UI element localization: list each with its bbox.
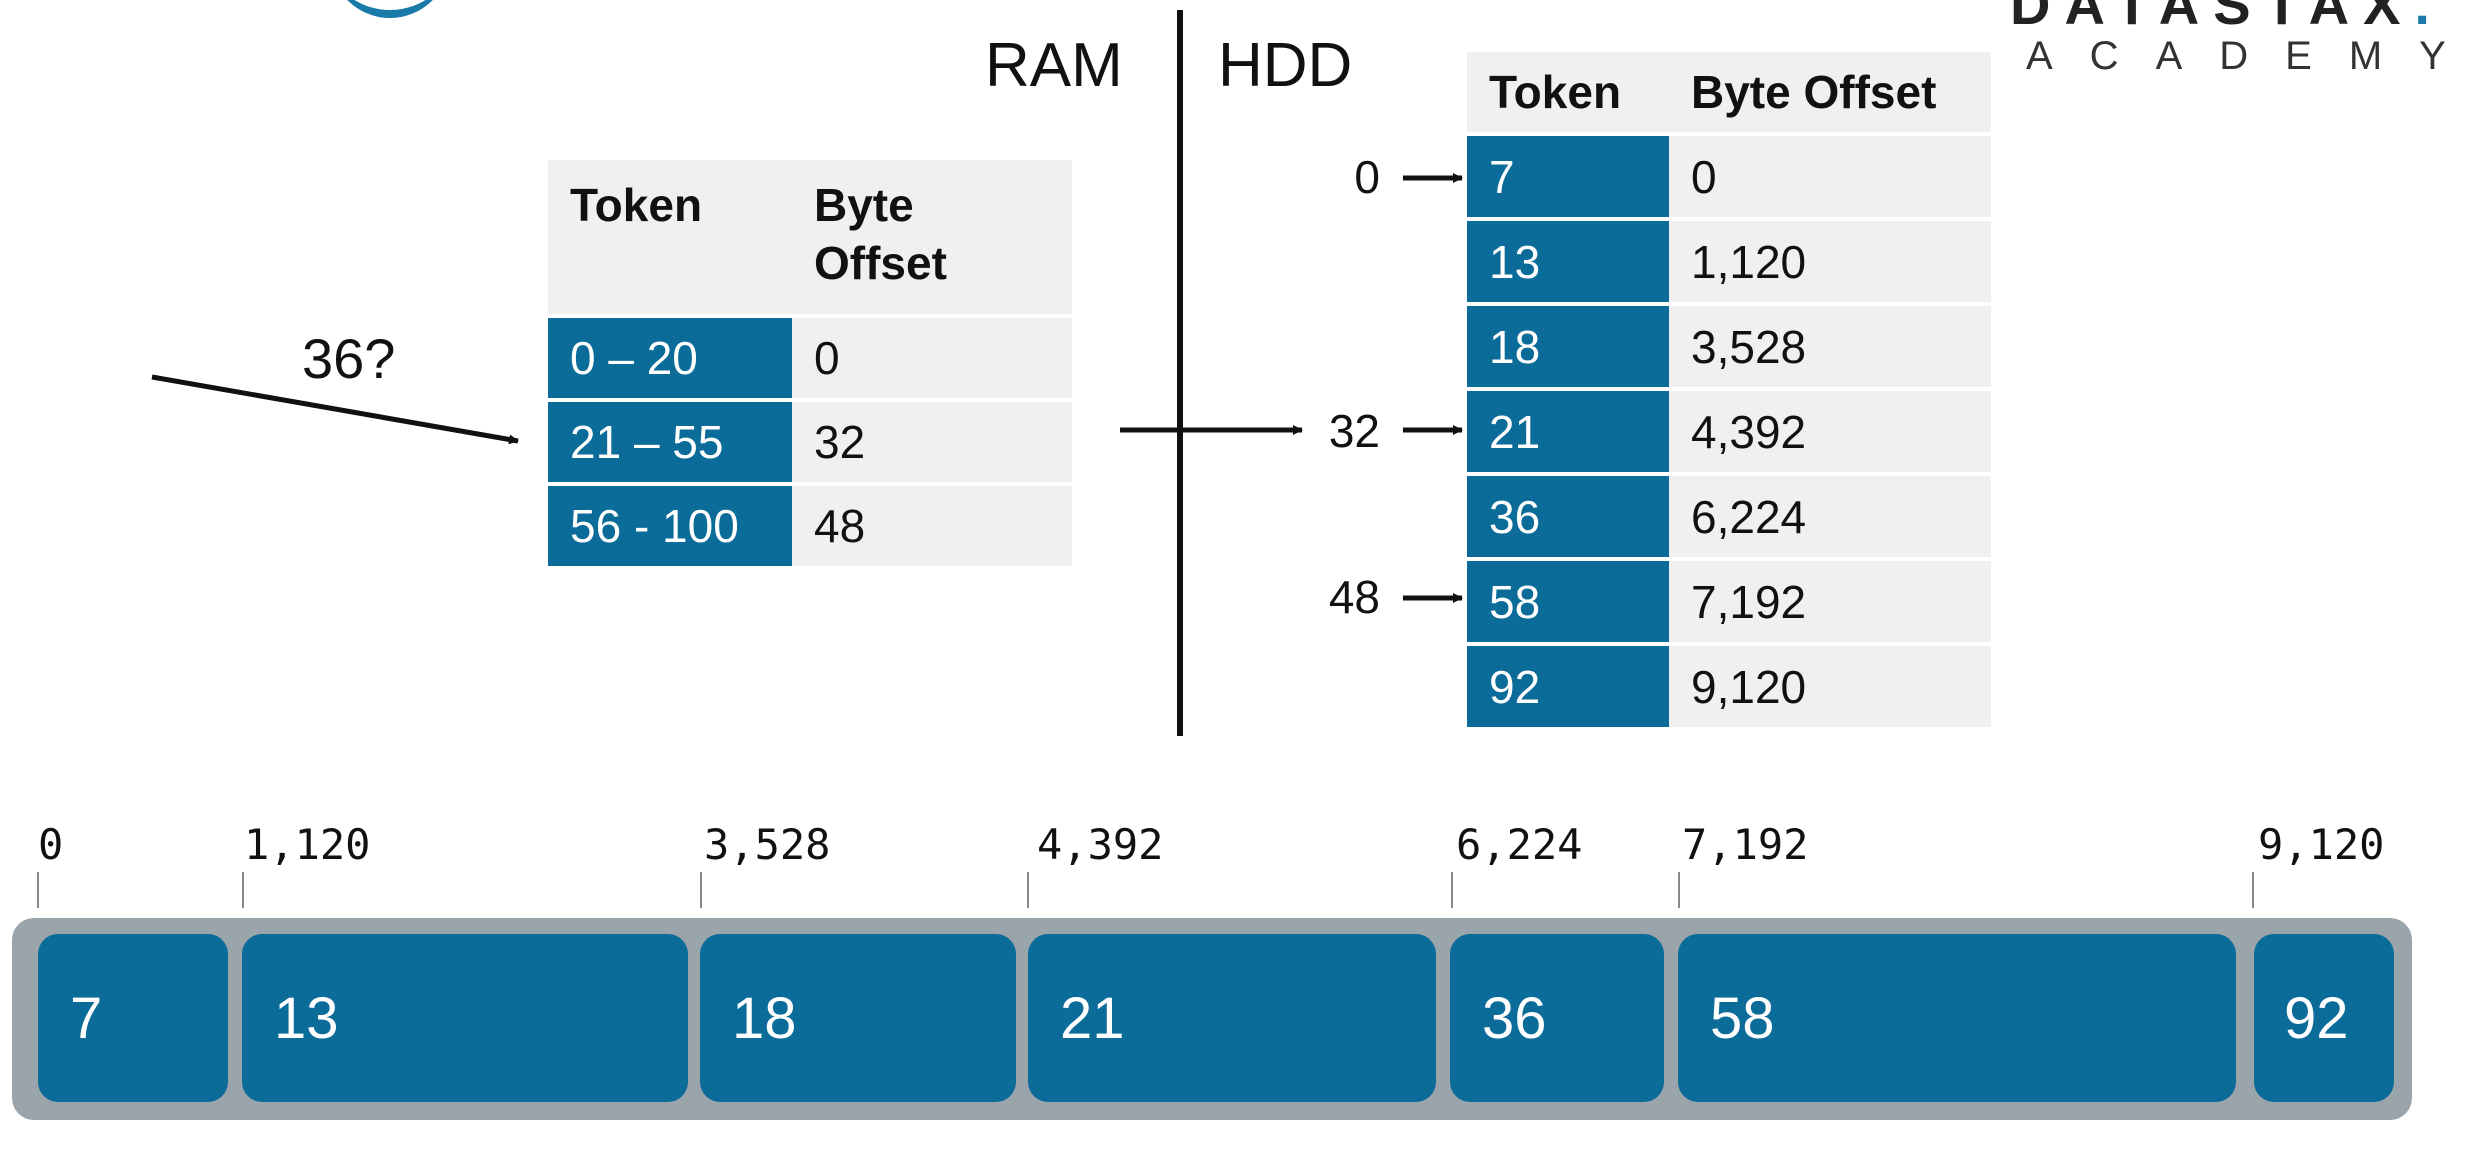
partition-block: 36 (1450, 934, 1664, 1102)
offset-tick-label: 6,224 (1456, 820, 1583, 869)
offset-tick-mark (1678, 872, 1680, 908)
ram-offset-cell: 0 (792, 318, 1072, 398)
hdd-header-token: Token (1467, 52, 1669, 132)
partition-block: 18 (700, 934, 1016, 1102)
hdd-table-row: 13 1,120 (1467, 221, 1991, 302)
offset-tick-label: 4,392 (1037, 820, 1164, 869)
partition-block: 7 (38, 934, 228, 1102)
hdd-offset-cell: 7,192 (1669, 561, 1991, 642)
query-label: 36? (302, 327, 396, 390)
hdd-table-row: 21 4,392 (1467, 391, 1991, 472)
pointer-label-48: 48 (1328, 571, 1380, 623)
ram-label: RAM (985, 31, 1123, 100)
hdd-offset-cell: 0 (1669, 136, 1991, 217)
hdd-table-header: Token Byte Offset (1467, 52, 1991, 132)
partition-block: 13 (242, 934, 688, 1102)
hdd-offset-cell: 1,120 (1669, 221, 1991, 302)
hdd-table-row: 58 7,192 (1467, 561, 1991, 642)
hdd-token-cell: 7 (1467, 136, 1669, 217)
hdd-table-row: 36 6,224 (1467, 476, 1991, 557)
hdd-token-cell: 36 (1467, 476, 1669, 557)
ram-header-token: Token (548, 160, 792, 314)
hdd-token-cell: 21 (1467, 391, 1669, 472)
ram-table-row: 0 – 20 0 (548, 318, 1072, 398)
academy-logo-text: ACADEMY (2026, 34, 2468, 78)
logo-arc-decoration (330, 0, 450, 18)
ram-token-cell: 21 – 55 (548, 402, 792, 482)
hdd-token-cell: 92 (1467, 646, 1669, 727)
hdd-token-cell: 18 (1467, 306, 1669, 387)
ram-offset-cell: 48 (792, 486, 1072, 566)
offset-tick-label: 9,120 (2258, 820, 2385, 869)
offset-tick-label: 7,192 (1682, 820, 1809, 869)
offset-tick-mark (1027, 872, 1029, 908)
hdd-label: HDD (1218, 31, 1353, 100)
hdd-token-cell: 13 (1467, 221, 1669, 302)
hdd-token-cell: 58 (1467, 561, 1669, 642)
datastax-logo: DATASTAX. (2010, 0, 2444, 37)
query-arrow (151, 374, 519, 445)
offset-tick-mark (242, 872, 244, 908)
hdd-offset-cell: 9,120 (1669, 646, 1991, 727)
offset-tick-mark (700, 872, 702, 908)
ram-table-row: 21 – 55 32 (548, 402, 1072, 482)
partition-block: 92 (2254, 934, 2394, 1102)
partition-block: 58 (1678, 934, 2236, 1102)
offset-tick-label: 1,120 (244, 820, 371, 869)
ram-offset-cell: 32 (792, 402, 1072, 482)
hdd-table-row: 92 9,120 (1467, 646, 1991, 727)
offset-tick-label: 0 (38, 820, 64, 869)
offset-tick-mark (1451, 872, 1453, 908)
logo-dot: . (2414, 0, 2444, 36)
logo-text: DATASTAX (2010, 0, 2415, 36)
hdd-table-row: 18 3,528 (1467, 306, 1991, 387)
offset-tick-label: 3,528 (704, 820, 831, 869)
offset-tick-mark (37, 872, 39, 908)
offset-tick-mark (2252, 872, 2254, 908)
pointer-label-32: 32 (1328, 405, 1380, 457)
ram-table-header: Token Byte Offset (548, 160, 1072, 314)
hdd-offset-cell: 4,392 (1669, 391, 1991, 472)
partition-block: 21 (1028, 934, 1436, 1102)
hdd-offset-cell: 6,224 (1669, 476, 1991, 557)
ram-header-offset: Byte Offset (792, 160, 1072, 314)
ram-token-cell: 0 – 20 (548, 318, 792, 398)
hdd-offset-cell: 3,528 (1669, 306, 1991, 387)
ram-token-cell: 56 - 100 (548, 486, 792, 566)
pointer-label-0: 0 (1354, 151, 1380, 203)
ram-table-row: 56 - 100 48 (548, 486, 1072, 566)
ram-hdd-divider (1177, 10, 1183, 736)
hdd-header-offset: Byte Offset (1669, 52, 1991, 132)
ram-index-table: Token Byte Offset 0 – 20 0 21 – 55 32 56… (548, 156, 1072, 570)
